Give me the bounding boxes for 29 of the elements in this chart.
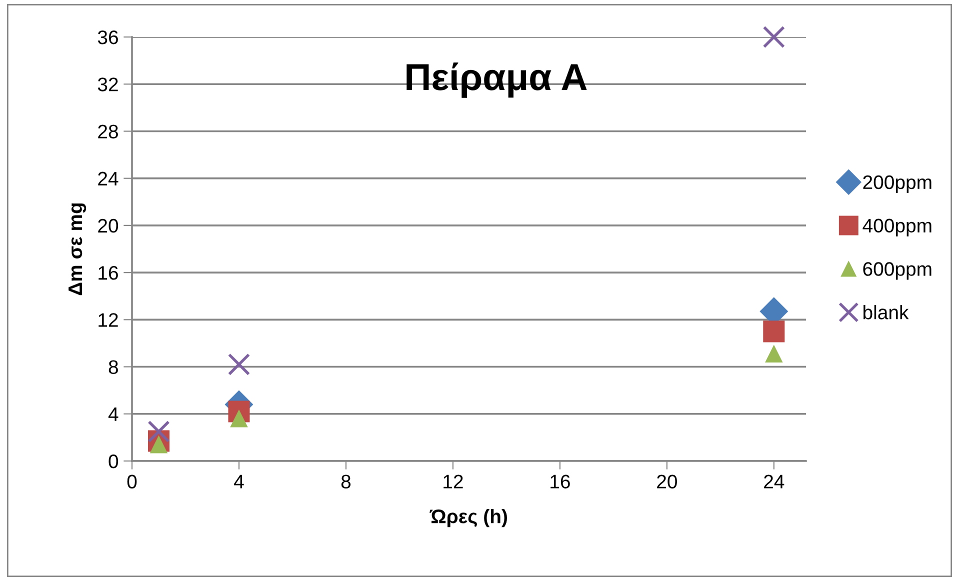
x-tick-label: 12 bbox=[444, 474, 463, 488]
x-tick-label: 16 bbox=[550, 474, 570, 488]
x-axis-title: Ώρες (h) bbox=[430, 508, 507, 528]
y-tick-label: 32 bbox=[98, 78, 118, 92]
point bbox=[765, 345, 783, 363]
y-tick-label: 36 bbox=[98, 30, 118, 44]
point bbox=[763, 320, 785, 342]
legend-label: 200ppm bbox=[863, 175, 932, 193]
text: Πείραμα Α bbox=[406, 62, 587, 98]
y-tick-label: 12 bbox=[98, 313, 118, 327]
x-tick-label: 4 bbox=[234, 474, 244, 488]
y-tick-label: 4 bbox=[108, 408, 118, 421]
x-tick-label: 20 bbox=[657, 474, 677, 488]
y-tick-label: 20 bbox=[98, 218, 118, 233]
y-tick-label: 24 bbox=[98, 172, 118, 186]
y-tick-label: 28 bbox=[98, 124, 118, 138]
y-axis-title: Δm σε mg bbox=[68, 203, 86, 296]
y-tick-label: 8 bbox=[108, 360, 118, 374]
y-tick-label: 0 bbox=[108, 454, 118, 468]
point bbox=[762, 26, 786, 48]
legend-label: 400ppm bbox=[862, 218, 932, 236]
x-tick-label: 8 bbox=[341, 474, 351, 488]
point bbox=[228, 353, 250, 376]
legend-label: 600ppm bbox=[863, 262, 932, 280]
legend-label: blank bbox=[864, 305, 909, 320]
x-tick-label: 0 bbox=[127, 474, 137, 488]
y-tick-label: 16 bbox=[98, 266, 118, 280]
x-tick-label: 24 bbox=[764, 474, 784, 488]
point bbox=[148, 420, 170, 443]
